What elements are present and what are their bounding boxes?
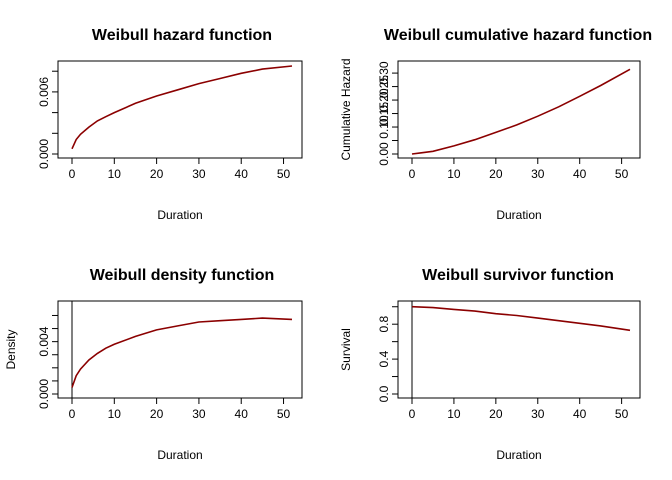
y-axis-label: Density	[4, 329, 18, 369]
series-line	[71, 65, 293, 150]
series-line	[411, 68, 631, 155]
x-tick-label: 30	[531, 407, 545, 421]
x-tick-label: 30	[531, 167, 545, 181]
y-tick-label: 0.006	[37, 77, 51, 107]
x-tick-label: 50	[277, 407, 291, 421]
x-tick-label: 40	[573, 407, 587, 421]
y-axis-label: Survival	[339, 328, 353, 371]
x-axis-label: Duration	[496, 208, 541, 222]
chart-title: Weibull density function	[90, 267, 275, 284]
x-tick-label: 10	[447, 407, 461, 421]
chart-title: Weibull survivor function	[422, 267, 614, 284]
y-tick-label: 0.0	[377, 385, 391, 402]
x-tick-label: 50	[277, 167, 291, 181]
y-tick-label: 0.000	[37, 379, 51, 409]
y-tick-label: 0.20	[377, 88, 391, 112]
y-tick-label: 0.000	[37, 139, 51, 169]
y-tick-label: 0.10	[377, 115, 391, 139]
x-tick-label: 10	[108, 407, 122, 421]
series-line	[71, 317, 293, 388]
series-line	[411, 305, 631, 332]
x-tick-label: 20	[150, 407, 164, 421]
x-axis-label: Duration	[157, 448, 202, 462]
y-tick-label: 0.30	[377, 61, 391, 85]
x-tick-label: 0	[69, 167, 76, 181]
x-tick-label: 20	[489, 167, 503, 181]
y-tick-label: 0.15	[377, 102, 391, 126]
x-axis-label: Duration	[496, 448, 541, 462]
plot-frame	[57, 300, 303, 399]
x-tick-label: 30	[192, 167, 206, 181]
x-tick-label: 20	[489, 407, 503, 421]
x-tick-label: 50	[615, 167, 629, 181]
chart-panel-1: Weibull hazard function Duration 0 10 20 30 40…	[37, 27, 303, 222]
y-tick-label: 0.00	[377, 142, 391, 166]
y-tick-label: 0.25	[377, 75, 391, 99]
x-tick-label: 20	[150, 167, 164, 181]
x-tick-label: 0	[409, 407, 416, 421]
x-tick-label: 0	[69, 407, 76, 421]
y-tick-label: 0.4	[377, 350, 391, 367]
x-tick-label: 10	[108, 167, 122, 181]
plot-frame	[57, 60, 303, 159]
x-tick-label: 0	[409, 167, 416, 181]
x-tick-label: 50	[615, 407, 629, 421]
x-tick-label: 30	[192, 407, 206, 421]
chart-title: Weibull cumulative hazard function	[384, 27, 652, 44]
y-axis-label: Cumulative Hazard	[339, 58, 353, 160]
x-tick-label: 40	[235, 407, 249, 421]
chart-panel-2: Weibull cumulative hazard function Durati…	[339, 27, 652, 222]
chart-panel-3: Weibull density function Duration Density 0…	[4, 267, 303, 462]
x-tick-label: 40	[573, 167, 587, 181]
chart-panel-4: Weibull survivor function Duration Surviva…	[339, 267, 641, 462]
x-tick-label: 40	[235, 167, 249, 181]
y-tick-label: 0.8	[377, 316, 391, 333]
y-tick-label: 0.004	[37, 326, 51, 356]
chart-title: Weibull hazard function	[92, 27, 272, 44]
x-axis-label: Duration	[157, 208, 202, 222]
plot-frame	[397, 300, 641, 399]
x-tick-label: 10	[447, 167, 461, 181]
plot-frame	[397, 60, 641, 159]
